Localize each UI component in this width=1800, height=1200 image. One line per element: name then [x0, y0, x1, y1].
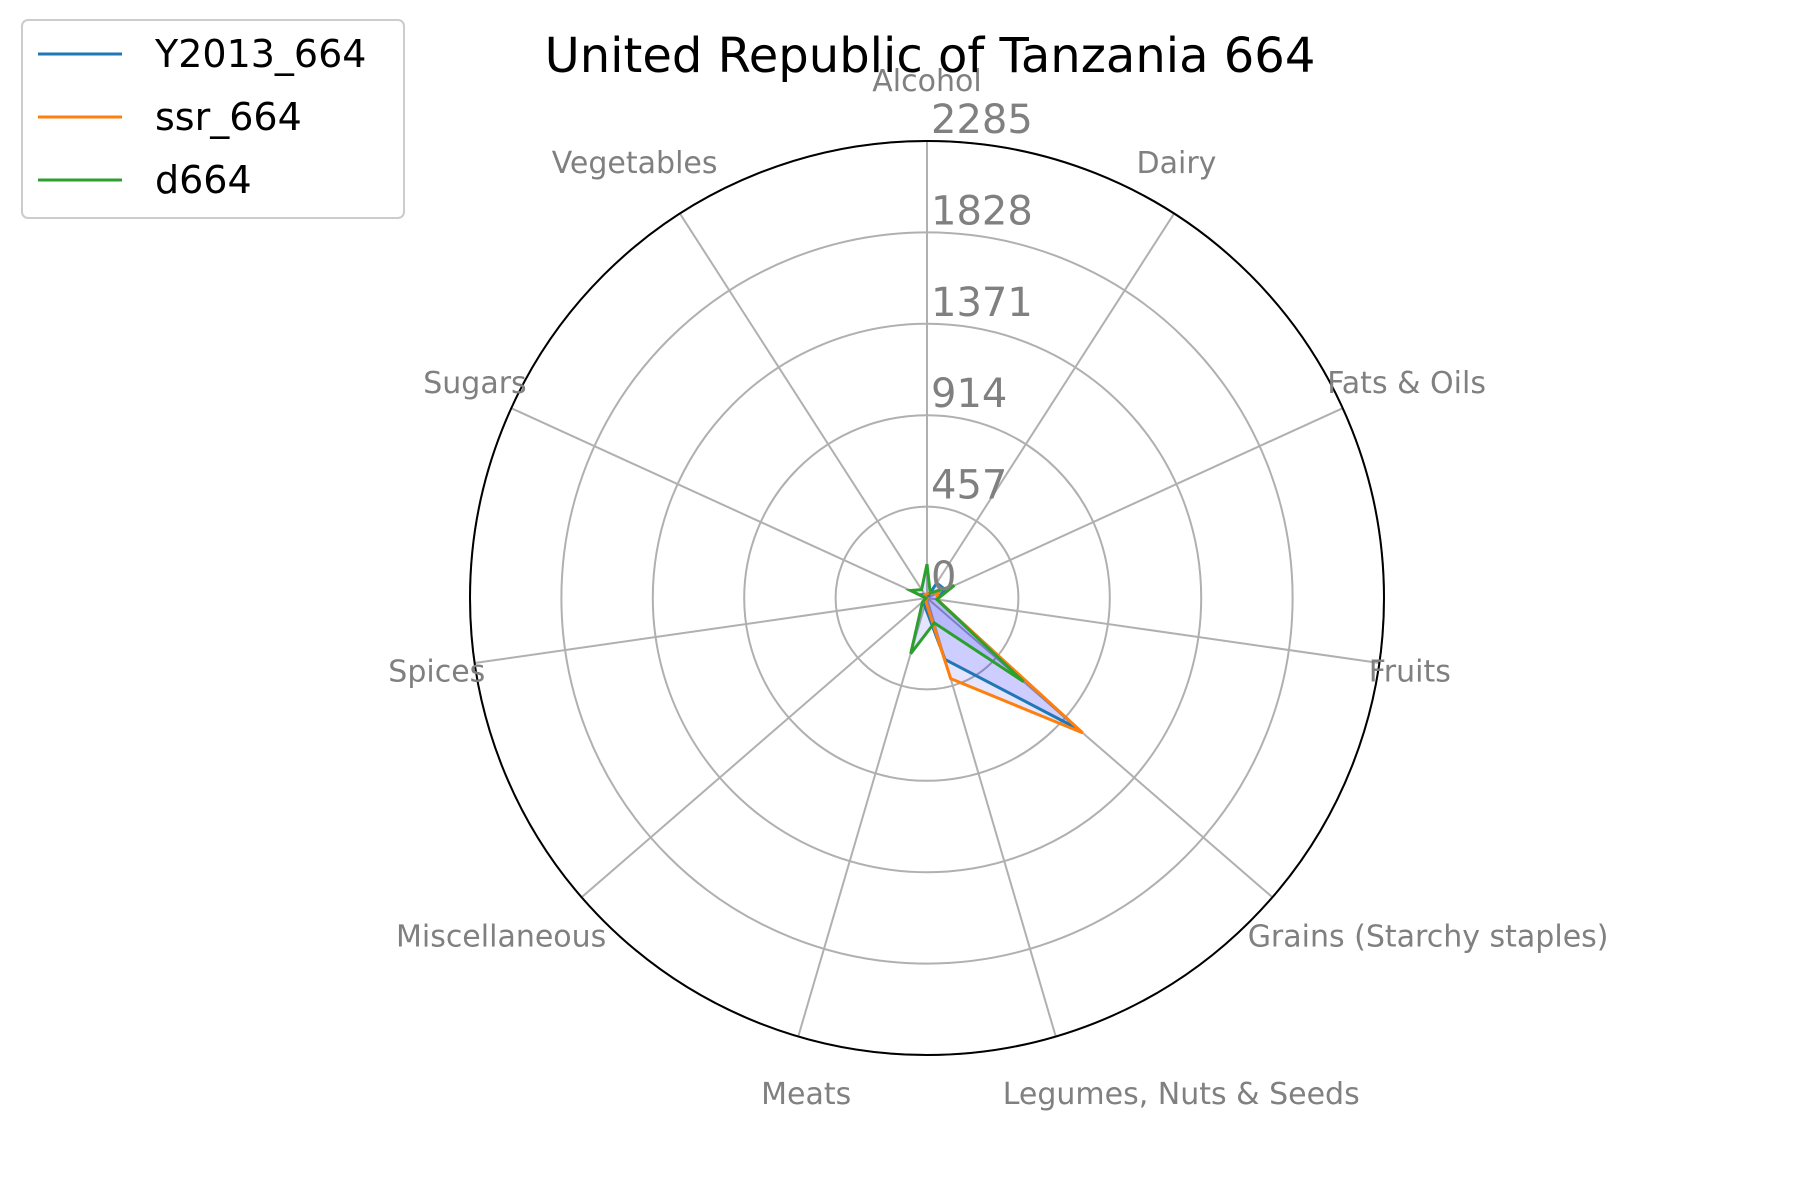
- category-label-7: Miscellaneous: [396, 920, 606, 955]
- category-label-5: Legumes, Nuts & Seeds: [1003, 1077, 1360, 1112]
- tick-label-2: 914: [931, 371, 1007, 417]
- spoke-7: [580, 597, 928, 899]
- tick-label-0: 0: [931, 554, 956, 600]
- tick-label-4: 1828: [931, 188, 1033, 234]
- series-lines: [905, 563, 1084, 735]
- spoke-3: [926, 597, 1380, 665]
- legend-label-ssr: ssr_664: [155, 95, 302, 139]
- legend: Y2013_664 ssr_664 d664: [21, 19, 405, 219]
- category-label-2: Fats & Oils: [1327, 366, 1486, 401]
- legend-label-d664: d664: [155, 158, 252, 202]
- tick-label-3: 1371: [931, 280, 1033, 326]
- spoke-8: [474, 597, 928, 665]
- category-label-4: Grains (Starchy staples): [1248, 920, 1609, 955]
- spoke-6: [797, 597, 928, 1037]
- category-label-8: Spices: [388, 655, 485, 690]
- spoke-1: [926, 213, 1175, 599]
- legend-box: [21, 19, 405, 219]
- category-label-10: Vegetables: [552, 146, 718, 181]
- category-label-6: Meats: [761, 1077, 851, 1112]
- category-label-3: Fruits: [1369, 655, 1451, 690]
- category-label-9: Sugars: [423, 366, 526, 401]
- series-line-d664: [905, 563, 1025, 684]
- spoke-9: [510, 407, 928, 599]
- category-label-0: Alcohol: [872, 64, 981, 99]
- category-labels: Alcohol Dairy Fats & Oils Fruits Grains (Sta…: [388, 64, 1608, 1112]
- radial-tick-labels: 0 457 914 1371 1828 2285: [931, 97, 1033, 600]
- chart-title: United Republic of Tanzania 664: [545, 28, 1316, 84]
- spoke-2: [926, 407, 1344, 599]
- spoke-4: [926, 597, 1274, 899]
- tick-label-5: 2285: [931, 97, 1033, 143]
- series-fill-0: [919, 582, 1079, 729]
- tick-label-1: 457: [931, 463, 1007, 509]
- legend-label-y2013: Y2013_664: [154, 32, 366, 76]
- outer-ring: [469, 140, 1385, 1056]
- category-label-1: Dairy: [1137, 146, 1217, 181]
- spoke-10: [679, 213, 928, 599]
